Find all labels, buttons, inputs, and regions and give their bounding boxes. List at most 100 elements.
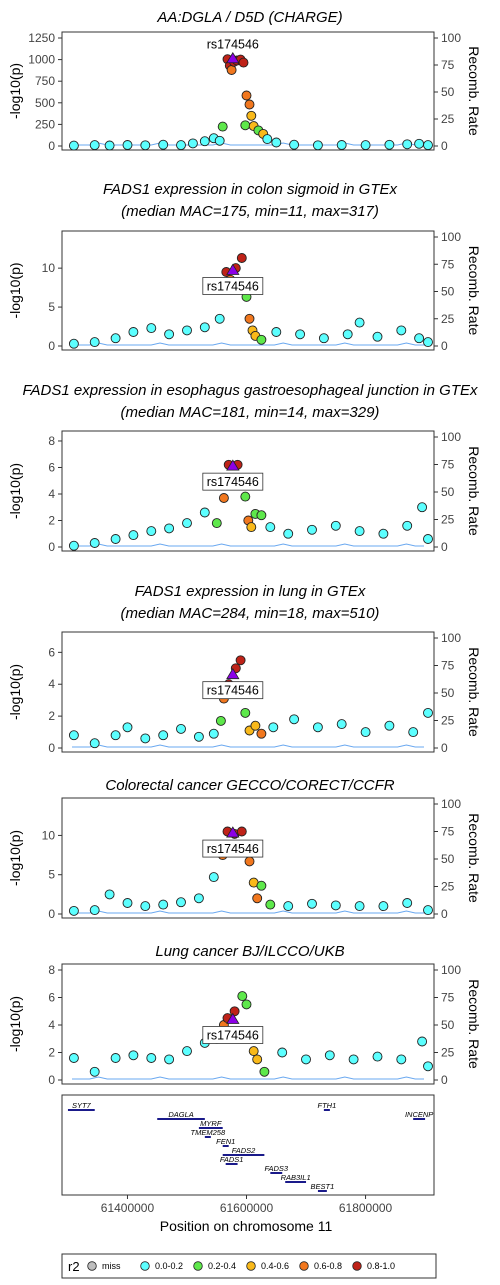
y-tick-label: 750 xyxy=(35,74,55,88)
y-tick-label: 8 xyxy=(48,963,55,977)
snp-point xyxy=(417,1036,428,1047)
snp-point xyxy=(289,714,300,725)
legend-swatch xyxy=(299,1261,309,1271)
snp-point xyxy=(423,905,433,916)
snp-point xyxy=(414,138,425,149)
snp-point xyxy=(256,334,267,345)
plot-frame xyxy=(61,631,435,753)
recomb-axis-label: Recomb. Rate xyxy=(466,446,482,536)
recomb-tick-label: 0 xyxy=(441,1073,448,1087)
y-tick-label: 0 xyxy=(48,339,55,353)
recomb-tick-label: 0 xyxy=(441,907,448,921)
snp-point xyxy=(246,110,257,121)
snp-point xyxy=(240,491,251,502)
snp-point xyxy=(268,722,279,733)
snp-point xyxy=(248,1046,259,1057)
snp-point xyxy=(283,901,294,912)
snp-point xyxy=(396,1054,407,1065)
lead-snp-marker xyxy=(226,51,240,64)
y-axis-label: -log10(p) xyxy=(7,63,23,119)
y-tick-label: 10 xyxy=(42,828,56,842)
snp-point xyxy=(226,65,237,75)
recomb-tick-label: 25 xyxy=(441,880,455,894)
recomb-tick-label: 100 xyxy=(441,230,461,244)
snp-point xyxy=(360,727,371,738)
y-tick-label: 250 xyxy=(35,117,55,131)
snp-point xyxy=(252,893,263,904)
y-tick-label: 8 xyxy=(48,434,55,448)
snp-point xyxy=(122,722,133,733)
plot-frame xyxy=(61,31,435,151)
snp-point xyxy=(372,331,383,342)
y-tick-label: 6 xyxy=(48,460,55,474)
lead-snp-label: rs174546 xyxy=(207,684,259,698)
snp-point xyxy=(128,530,139,541)
y-axis-label: -log10(p) xyxy=(7,996,23,1052)
recomb-axis-label: Recomb. Rate xyxy=(466,46,482,136)
snp-point xyxy=(182,1046,192,1057)
snp-point xyxy=(417,502,428,513)
y-axis-label: -log10(p) xyxy=(7,262,23,318)
gene-label: FADS2 xyxy=(232,1146,256,1155)
y-tick-label: 0 xyxy=(48,1073,55,1087)
y-tick-label: 6 xyxy=(48,991,55,1005)
y-tick-label: 0 xyxy=(48,907,55,921)
recomb-tick-label: 75 xyxy=(441,991,455,1005)
legend: r2 miss 0.0-0.2 0.2-0.4 0.4-0.6 0.6-0.8 0.8-1.… xyxy=(61,1253,437,1279)
recomb-tick-label: 25 xyxy=(441,1046,455,1060)
gene-label: DAGLA xyxy=(168,1110,193,1119)
snp-point xyxy=(252,1054,263,1065)
lead-snp-marker xyxy=(226,667,240,680)
recomb-tick-label: 75 xyxy=(441,659,455,673)
snp-point xyxy=(402,520,413,531)
y-tick-label: 5 xyxy=(48,300,55,314)
legend-label: 0.2-0.4 xyxy=(208,1261,236,1271)
snp-point xyxy=(262,134,273,145)
snp-point xyxy=(68,338,79,349)
snp-point xyxy=(246,522,257,533)
recomb-tick-label: 75 xyxy=(441,58,455,72)
legend-label: miss xyxy=(102,1261,121,1271)
gene-label: MYRF xyxy=(200,1119,222,1128)
y-tick-label: 10 xyxy=(42,261,56,275)
snp-point xyxy=(214,313,225,324)
snp-point xyxy=(256,728,267,739)
snp-point xyxy=(164,523,175,534)
legend-label: 0.8-1.0 xyxy=(367,1261,395,1271)
snp-point xyxy=(283,528,294,539)
snp-point xyxy=(193,893,204,904)
snp-point xyxy=(140,901,151,912)
snp-point xyxy=(236,826,247,837)
snp-point xyxy=(122,898,133,908)
panel-3: FADS1 expression in esophagus gastroesop… xyxy=(7,382,482,554)
lead-snp-label-box xyxy=(202,681,264,700)
legend-swatch xyxy=(140,1261,150,1271)
recomb-tick-label: 0 xyxy=(441,339,448,353)
snp-point xyxy=(68,1053,79,1063)
lead-snp-label: rs174546 xyxy=(207,842,259,856)
snp-point xyxy=(312,140,323,151)
legend-swatch xyxy=(193,1261,203,1271)
snp-point xyxy=(158,139,169,150)
snp-point xyxy=(240,120,251,131)
lead-snp-label: rs174546 xyxy=(207,279,259,293)
snp-point xyxy=(158,730,169,741)
gene-label: FEN1 xyxy=(216,1137,235,1146)
snp-point xyxy=(423,140,433,151)
panel-subtitle: (median MAC=181, min=14, max=329) xyxy=(121,404,380,421)
recomb-rate-line xyxy=(72,342,424,346)
recomb-rate-line xyxy=(72,910,424,914)
lead-snp-label: rs174546 xyxy=(207,38,259,52)
recomb-tick-label: 50 xyxy=(441,85,455,99)
x-tick-label: 61600000 xyxy=(220,1201,274,1215)
plot-frame xyxy=(61,430,435,552)
snp-point xyxy=(336,719,347,730)
panel-title: FADS1 expression in lung in GTEx xyxy=(135,583,366,600)
y-axis-label: -log10(p) xyxy=(7,830,23,886)
snp-point xyxy=(378,528,389,539)
snp-point xyxy=(271,137,282,148)
snp-point xyxy=(360,140,371,151)
recomb-tick-label: 100 xyxy=(441,430,461,444)
snp-point xyxy=(235,655,246,666)
snp-point xyxy=(354,317,365,328)
